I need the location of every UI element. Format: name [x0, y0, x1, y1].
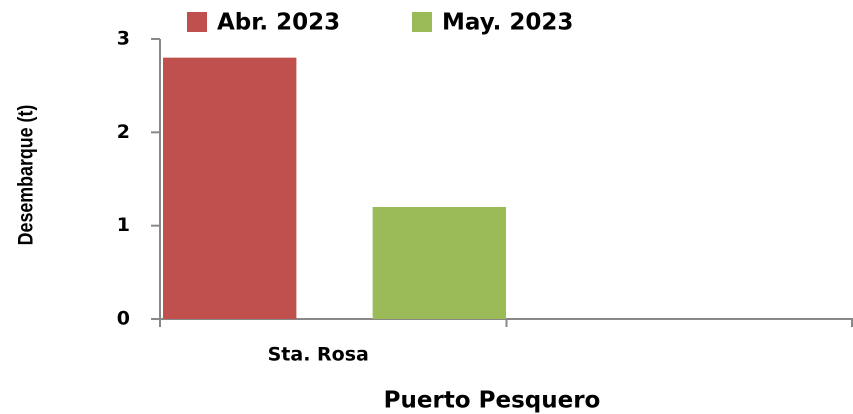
bar	[163, 57, 297, 320]
y-tick-label: 0	[117, 308, 130, 330]
legend-label: Abr. 2023	[217, 10, 340, 36]
x-tick-label: Sta. Rosa	[268, 344, 369, 366]
y-tick-label: 1	[117, 214, 130, 236]
x-axis-label: Puerto Pesquero	[384, 388, 601, 414]
y-axis-label: Desembarque (t)	[14, 105, 38, 246]
y-tick-label: 3	[117, 28, 130, 50]
legend-swatch	[412, 12, 432, 32]
legend-label: May. 2023	[442, 10, 573, 36]
y-tick-label: 2	[117, 121, 130, 143]
legend-swatch	[187, 12, 207, 32]
bar	[372, 207, 507, 319]
